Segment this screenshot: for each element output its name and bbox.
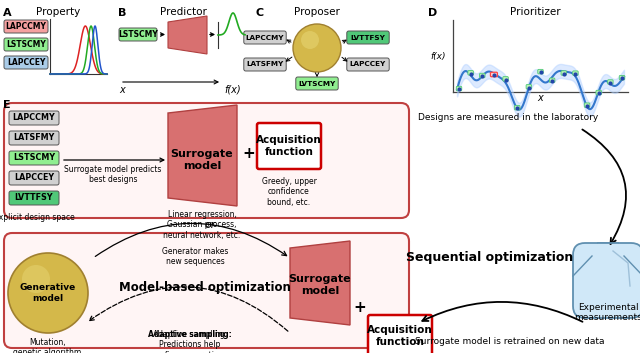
FancyBboxPatch shape — [4, 38, 48, 51]
Circle shape — [8, 253, 88, 333]
FancyBboxPatch shape — [257, 123, 321, 169]
FancyBboxPatch shape — [490, 72, 497, 77]
Text: Prioritizer: Prioritizer — [509, 7, 560, 17]
Text: Sequential optimization: Sequential optimization — [406, 251, 573, 264]
Circle shape — [301, 31, 319, 49]
Circle shape — [22, 265, 50, 293]
Text: Surrogate
model: Surrogate model — [171, 149, 234, 171]
FancyBboxPatch shape — [9, 171, 59, 185]
Text: +: + — [243, 145, 255, 161]
Text: +: + — [354, 300, 366, 316]
FancyBboxPatch shape — [538, 70, 543, 74]
Text: Designs are measured in the laboratory: Designs are measured in the laboratory — [418, 114, 598, 122]
FancyBboxPatch shape — [4, 20, 48, 33]
Text: Generator makes
new sequences: Generator makes new sequences — [162, 247, 228, 267]
FancyBboxPatch shape — [4, 103, 409, 218]
Polygon shape — [573, 243, 640, 276]
FancyBboxPatch shape — [296, 77, 338, 90]
Text: LVTSCMY: LVTSCMY — [298, 80, 335, 86]
FancyBboxPatch shape — [4, 56, 48, 69]
FancyBboxPatch shape — [526, 84, 532, 89]
FancyBboxPatch shape — [119, 28, 157, 41]
FancyBboxPatch shape — [244, 31, 286, 44]
Polygon shape — [290, 241, 350, 325]
Text: Acquisition
function: Acquisition function — [367, 325, 433, 347]
FancyBboxPatch shape — [347, 31, 389, 44]
Text: Generative
model: Generative model — [20, 283, 76, 303]
Text: LSTSCMY: LSTSCMY — [118, 30, 158, 39]
Text: Mutation,
genetic algorithm,
VAE, GAN, etc.: Mutation, genetic algorithm, VAE, GAN, e… — [13, 338, 83, 353]
Text: LAPCCEY: LAPCCEY — [350, 61, 386, 67]
Text: LATSFMY: LATSFMY — [13, 133, 54, 143]
Text: LATSFMY: LATSFMY — [246, 61, 284, 67]
Text: E: E — [3, 100, 11, 110]
Text: C: C — [256, 8, 264, 18]
FancyBboxPatch shape — [607, 80, 613, 84]
FancyBboxPatch shape — [9, 151, 59, 165]
FancyBboxPatch shape — [515, 106, 520, 110]
Text: Linear regression,
Gaussian process,
neural network, etc.: Linear regression, Gaussian process, neu… — [163, 210, 241, 240]
FancyBboxPatch shape — [549, 78, 555, 83]
FancyBboxPatch shape — [596, 90, 602, 95]
FancyBboxPatch shape — [368, 315, 432, 353]
Text: LSTSCMY: LSTSCMY — [13, 154, 55, 162]
Text: Predictor: Predictor — [159, 7, 207, 17]
Text: x: x — [119, 85, 125, 95]
Text: or: or — [204, 220, 216, 230]
FancyBboxPatch shape — [4, 233, 409, 348]
Text: Greedy, upper
confidence
bound, etc.: Greedy, upper confidence bound, etc. — [262, 177, 316, 207]
FancyBboxPatch shape — [468, 71, 474, 75]
FancyBboxPatch shape — [573, 71, 578, 76]
Polygon shape — [168, 16, 207, 54]
Text: Surrogate
model: Surrogate model — [289, 274, 351, 296]
Text: LVTTFSY: LVTTFSY — [351, 35, 385, 41]
Circle shape — [293, 24, 341, 72]
FancyBboxPatch shape — [9, 111, 59, 125]
Text: Proposer: Proposer — [294, 7, 340, 17]
FancyBboxPatch shape — [584, 103, 590, 107]
Text: Experimental
measurements: Experimental measurements — [574, 303, 640, 322]
FancyBboxPatch shape — [573, 243, 640, 318]
FancyBboxPatch shape — [479, 73, 485, 78]
Text: LAPCCMY: LAPCCMY — [6, 22, 47, 31]
Text: LAPCCEY: LAPCCEY — [14, 174, 54, 183]
Text: A: A — [3, 8, 12, 18]
FancyBboxPatch shape — [561, 71, 566, 75]
FancyBboxPatch shape — [503, 77, 508, 81]
Polygon shape — [168, 105, 237, 206]
Text: Property: Property — [36, 7, 80, 17]
FancyBboxPatch shape — [456, 86, 461, 91]
Text: f(x): f(x) — [431, 52, 446, 60]
Text: Surrogate model is retrained on new data: Surrogate model is retrained on new data — [415, 336, 605, 346]
FancyBboxPatch shape — [620, 76, 625, 80]
Text: LAPCCMY: LAPCCMY — [246, 35, 284, 41]
Text: LAPCCMY: LAPCCMY — [13, 114, 56, 122]
Text: Model-based optimization: Model-based optimization — [119, 281, 291, 294]
Text: x: x — [538, 93, 543, 103]
Text: B: B — [118, 8, 126, 18]
FancyBboxPatch shape — [9, 191, 59, 205]
Text: Acquisition
function: Acquisition function — [256, 135, 322, 157]
Text: LVTTFSY: LVTTFSY — [15, 193, 53, 203]
Text: Adaptive sampling:: Adaptive sampling: — [148, 330, 232, 339]
Text: Explicit design space: Explicit design space — [0, 213, 74, 222]
FancyBboxPatch shape — [244, 58, 286, 71]
Text: Surrogate model predicts
best designs: Surrogate model predicts best designs — [64, 165, 162, 184]
Text: LSTSCMY: LSTSCMY — [6, 40, 46, 49]
Text: LAPCCEY: LAPCCEY — [7, 58, 45, 67]
Text: f(x): f(x) — [224, 85, 241, 95]
FancyBboxPatch shape — [9, 131, 59, 145]
FancyBboxPatch shape — [347, 58, 389, 71]
Text: D: D — [428, 8, 437, 18]
Text: Adaptive sampling:
Predictions help
refine generation: Adaptive sampling: Predictions help refi… — [153, 330, 227, 353]
